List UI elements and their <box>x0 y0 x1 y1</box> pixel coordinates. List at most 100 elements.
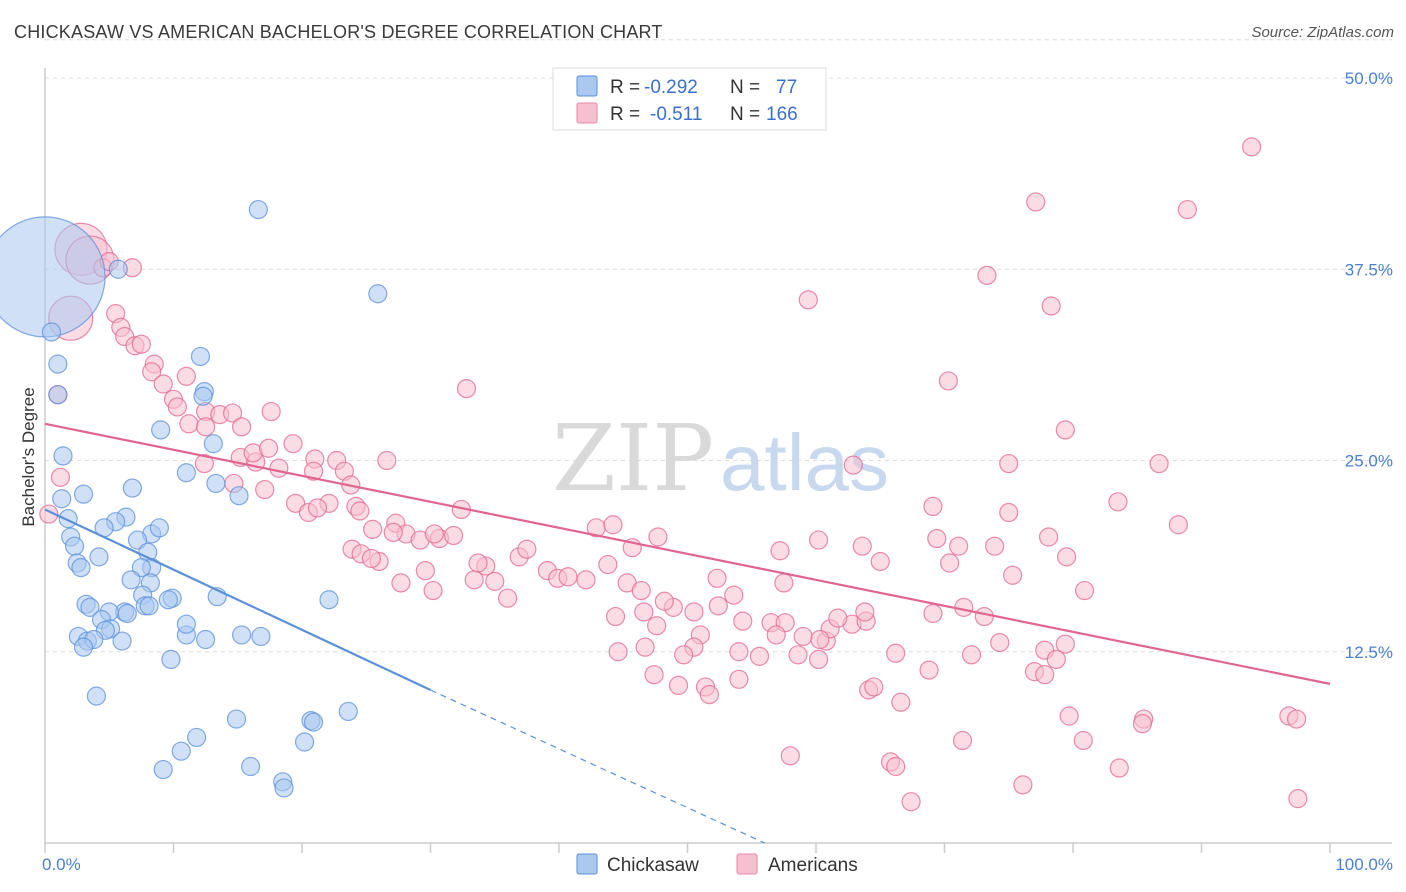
data-point <box>232 625 252 645</box>
data-point <box>48 354 68 374</box>
data-point <box>919 660 939 680</box>
data-point <box>415 561 435 581</box>
data-point <box>1286 709 1307 729</box>
data-point <box>203 434 223 454</box>
data-point <box>708 596 728 616</box>
y-tick-label: 37.5% <box>1345 260 1393 279</box>
data-point <box>793 626 813 647</box>
data-point <box>999 502 1019 523</box>
data-point <box>269 458 289 478</box>
legend-swatch-americans <box>576 102 598 124</box>
data-point <box>179 414 199 434</box>
data-point <box>576 570 596 590</box>
data-point <box>71 557 91 578</box>
data-point <box>852 536 872 556</box>
data-point <box>424 524 444 544</box>
data-point <box>122 478 142 498</box>
trend-line-extension <box>430 689 765 844</box>
data-point <box>985 536 1005 556</box>
data-point <box>190 346 211 367</box>
data-point <box>647 616 667 636</box>
data-point <box>251 626 271 647</box>
data-point <box>684 602 704 622</box>
data-point <box>938 371 958 391</box>
legend-r-label: R = <box>610 104 640 125</box>
data-point <box>927 528 947 549</box>
data-point <box>1038 527 1059 547</box>
data-point <box>558 567 578 587</box>
data-point <box>53 446 73 466</box>
data-point <box>485 571 505 591</box>
data-point <box>810 629 830 650</box>
data-point <box>319 590 339 610</box>
data-point <box>631 580 651 601</box>
data-point <box>1003 565 1023 585</box>
data-point <box>608 642 628 662</box>
legend-n-value: 166 <box>766 104 798 125</box>
data-point <box>303 461 324 481</box>
data-point <box>1073 730 1093 751</box>
data-point <box>654 591 674 611</box>
data-point <box>634 602 654 622</box>
data-point <box>258 438 279 458</box>
data-point <box>255 479 275 500</box>
data-point <box>223 403 243 423</box>
series-americans <box>39 137 1308 812</box>
data-point <box>161 649 181 670</box>
data-point <box>48 385 68 405</box>
data-point <box>780 746 800 766</box>
data-point <box>901 792 921 812</box>
data-point <box>58 509 78 529</box>
data-point <box>774 573 794 593</box>
data-point <box>283 434 303 454</box>
data-point <box>151 420 171 440</box>
data-point <box>127 530 148 550</box>
axes <box>44 68 1392 853</box>
data-point <box>456 378 477 399</box>
legend-n-value: 77 <box>776 77 797 98</box>
chart-title: CHICKASAW VS AMERICAN BACHELOR'S DEGREE … <box>14 22 663 42</box>
data-point <box>961 645 982 665</box>
data-point <box>50 467 71 487</box>
data-point <box>952 730 973 751</box>
data-point <box>733 611 753 631</box>
legend-n-label: N = <box>730 104 760 125</box>
data-point <box>131 557 151 578</box>
data-point <box>117 603 137 624</box>
data-point <box>498 588 518 608</box>
data-point <box>196 629 216 650</box>
data-point <box>598 554 618 575</box>
y-tick-label: 12.5% <box>1345 643 1393 662</box>
data-point <box>605 606 626 627</box>
data-point <box>468 553 488 573</box>
legend-top: R = -0.292 N = 77 R = -0.511 N = 166 <box>552 67 827 131</box>
data-point <box>1046 649 1066 670</box>
legend-r-value: -0.292 <box>644 77 698 98</box>
x-tick-label: 100.0% <box>1335 855 1393 874</box>
data-point <box>999 453 1019 474</box>
data-point <box>149 518 169 538</box>
data-point <box>361 548 381 569</box>
trend-lines <box>44 422 1331 844</box>
chart-source: Source: ZipAtlas.com <box>1251 24 1394 41</box>
x-tick-label: 0.0% <box>42 855 81 874</box>
legend-r-value: -0.511 <box>650 104 702 125</box>
legend-label-chickasaw: Chickasaw <box>607 855 699 876</box>
data-point <box>89 547 109 567</box>
data-point <box>303 712 324 732</box>
data-point <box>363 519 383 539</box>
data-point <box>635 637 655 657</box>
trend-line <box>44 422 1331 685</box>
data-point <box>749 646 770 666</box>
data-point <box>167 397 187 417</box>
legend-r-label: R = <box>610 77 640 98</box>
data-point <box>229 486 249 506</box>
data-point <box>241 756 261 777</box>
data-point <box>1168 515 1188 535</box>
data-point <box>232 417 252 437</box>
data-point <box>1074 580 1095 601</box>
data-point <box>1035 665 1055 685</box>
data-point <box>724 585 744 605</box>
legend-bottom: Chickasaw Americans <box>576 853 858 876</box>
data-point <box>86 686 107 706</box>
